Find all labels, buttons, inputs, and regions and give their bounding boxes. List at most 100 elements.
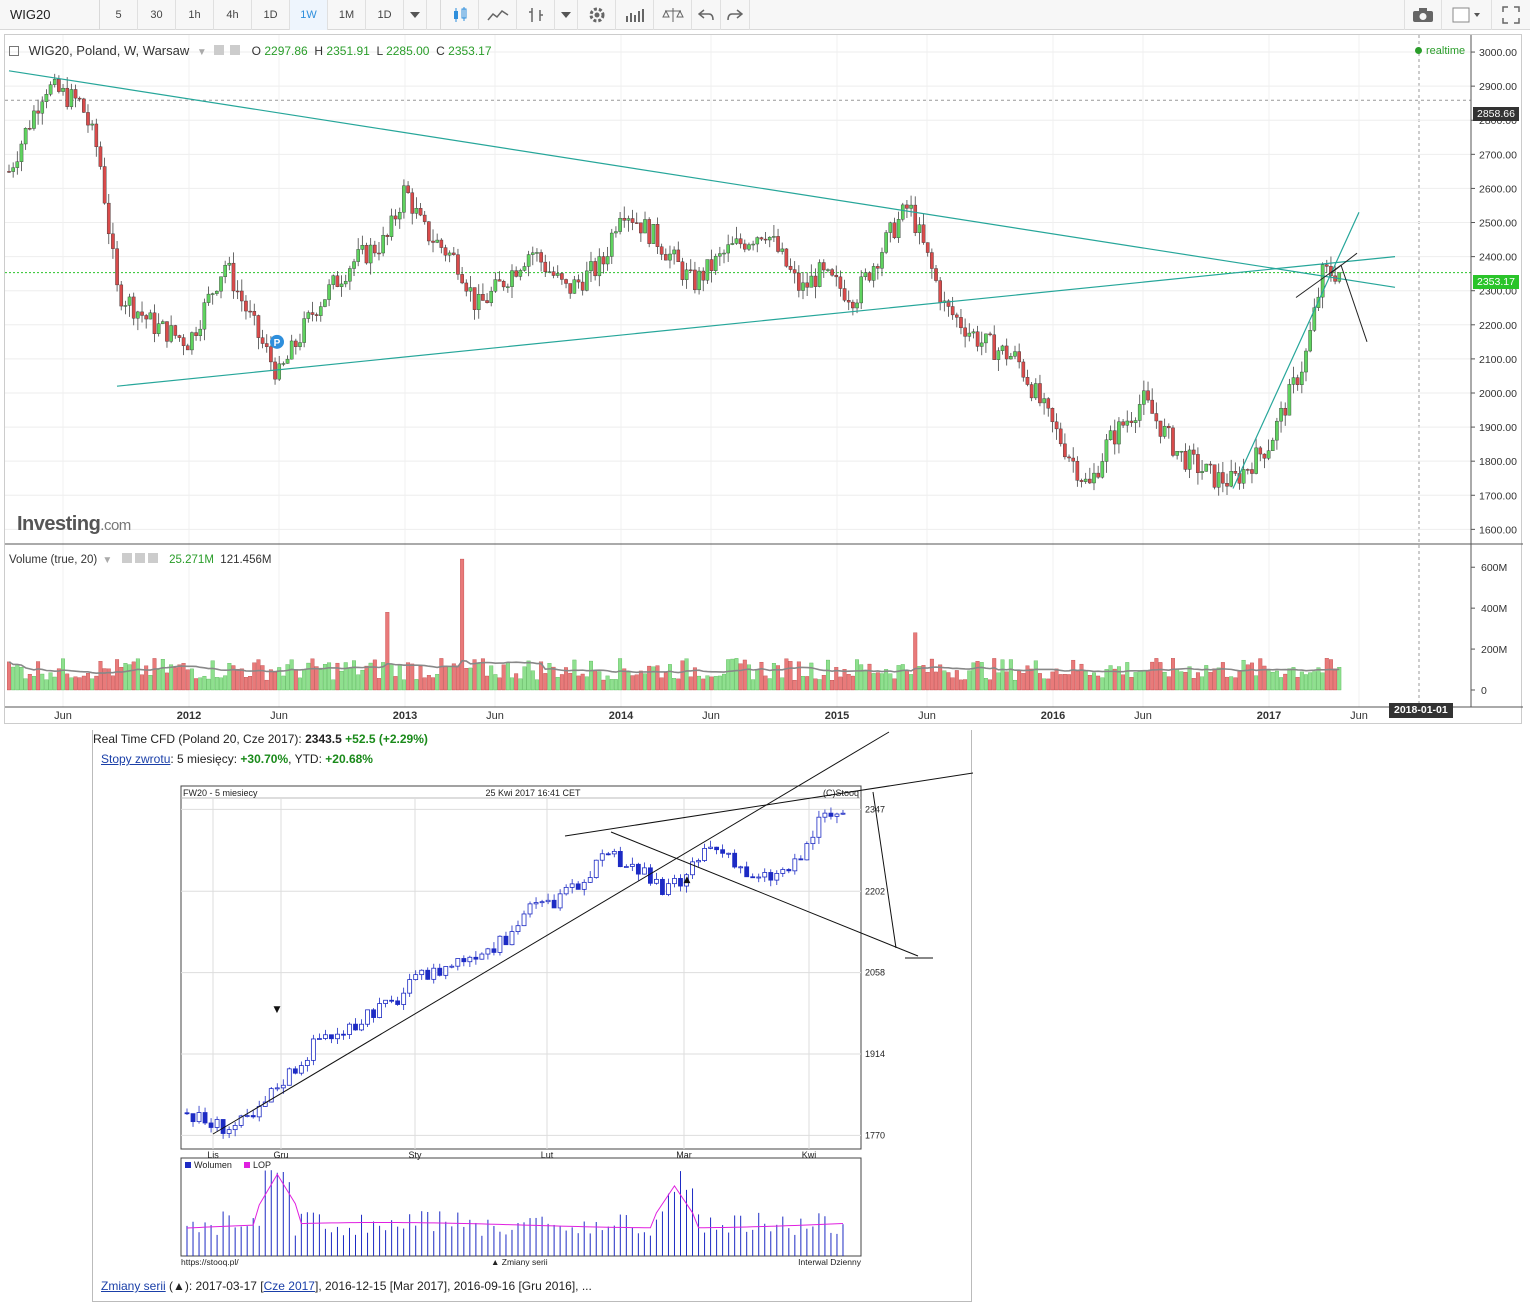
volume-bar xyxy=(846,674,851,691)
volume-bar xyxy=(235,668,240,691)
low-value: 2285.00 xyxy=(386,44,430,58)
candle-body xyxy=(156,323,161,334)
candle-body xyxy=(580,281,585,291)
candle-body xyxy=(988,333,992,336)
candle-body xyxy=(19,143,24,162)
volume-bar xyxy=(996,672,1001,691)
series-changes-link[interactable]: Zmiany serii xyxy=(101,1279,166,1293)
fullscreen-icon[interactable] xyxy=(1492,0,1530,30)
volume-bar xyxy=(431,677,435,691)
volume-bar xyxy=(165,672,169,691)
volume-bar xyxy=(1324,658,1329,691)
volume-bar xyxy=(530,670,535,691)
returns-link[interactable]: Stopy zwrotu xyxy=(101,752,171,766)
candle-body xyxy=(1212,464,1217,488)
interval-4h[interactable]: 4h xyxy=(214,0,252,30)
volume-bar xyxy=(647,665,652,691)
title-dropdown-icon[interactable]: ▼ xyxy=(196,47,207,58)
settings-icon[interactable] xyxy=(230,45,241,55)
volume-dropdown-icon[interactable]: ▼ xyxy=(102,555,113,566)
wig20-chart[interactable]: 3000.002900.002800.002700.002600.002500.… xyxy=(5,35,1523,725)
volume-bar xyxy=(979,662,984,691)
candle-body xyxy=(639,222,643,234)
interval-1h[interactable]: 1h xyxy=(176,0,214,30)
interval-1m[interactable]: 1M xyxy=(328,0,366,30)
collapse-icon[interactable] xyxy=(9,46,19,56)
candle-body xyxy=(327,284,331,300)
volume-bar xyxy=(439,658,444,691)
camera-icon[interactable] xyxy=(1404,0,1442,30)
candle-body xyxy=(269,346,273,363)
fw20-lop-line xyxy=(186,1173,844,1229)
interval-5[interactable]: 5 xyxy=(100,0,138,30)
volume-bar xyxy=(1216,667,1221,691)
volume-bar xyxy=(518,678,523,691)
volume-bar xyxy=(206,678,211,691)
candle-body xyxy=(111,233,115,249)
volume-settings-icon[interactable] xyxy=(134,553,145,563)
interval-dropdown-icon[interactable] xyxy=(404,0,427,30)
volume-bar xyxy=(15,664,20,691)
compare-icon[interactable] xyxy=(654,0,692,30)
fw20-candle xyxy=(557,893,563,909)
volume-visibility-icon[interactable] xyxy=(121,553,132,563)
indicators-icon[interactable] xyxy=(616,0,654,30)
volume-bar xyxy=(1100,677,1105,691)
fw20-candle xyxy=(708,846,713,849)
main-chart-frame: 3000.00 2900.00 2800.00 2700.00 2600.00 2500.… xyxy=(4,34,1523,725)
volume-bar xyxy=(1274,670,1279,691)
redo-icon[interactable] xyxy=(721,0,750,30)
volume-bar xyxy=(551,666,556,691)
volume-close-icon[interactable] xyxy=(147,553,158,563)
volume-bar xyxy=(1013,679,1017,691)
undo-icon[interactable] xyxy=(692,0,721,30)
candle-body xyxy=(69,89,74,107)
interval-1d-custom[interactable]: 1D xyxy=(366,0,404,30)
volume-bar xyxy=(510,677,514,691)
line-chart-icon[interactable] xyxy=(479,0,517,30)
volume-bar xyxy=(451,663,456,691)
candle-body xyxy=(381,235,385,254)
layout-icon[interactable] xyxy=(1442,0,1492,30)
fw20-candle xyxy=(732,852,738,868)
volume-bar xyxy=(1179,671,1184,691)
candle-body xyxy=(244,300,248,312)
interval-30[interactable]: 30 xyxy=(138,0,176,30)
fw20-candle xyxy=(702,848,707,861)
interval-1d[interactable]: 1D xyxy=(252,0,290,30)
candle-body xyxy=(1125,420,1130,426)
fw20-x-label: Sty xyxy=(408,1150,422,1160)
candle-body xyxy=(165,321,169,342)
volume-bar xyxy=(896,665,901,691)
candle-body xyxy=(560,273,564,280)
fw20-candle xyxy=(726,852,732,855)
candle-body xyxy=(289,340,294,360)
volume-bar xyxy=(838,676,843,691)
time-tick-label: 2014 xyxy=(609,710,634,722)
candle-body xyxy=(1254,447,1258,474)
interval-1w[interactable]: 1W xyxy=(290,0,328,30)
volume-bar xyxy=(834,667,839,691)
volume-bar xyxy=(634,674,639,691)
symbol-input[interactable]: WIG20 xyxy=(0,0,100,30)
bar-chart-icon[interactable] xyxy=(517,0,555,30)
visibility-icon[interactable] xyxy=(214,45,225,55)
candle-body xyxy=(1300,371,1304,385)
gear-icon[interactable] xyxy=(578,0,616,30)
fw20-candle xyxy=(762,872,768,878)
candles-icon[interactable] xyxy=(441,0,479,30)
fw20-candle xyxy=(635,863,641,875)
series-changes-link-2[interactable]: Cze 2017 xyxy=(263,1279,315,1293)
volume-bar xyxy=(406,662,411,691)
volume-bar xyxy=(389,663,394,691)
candle-body xyxy=(688,269,693,272)
candle-body xyxy=(992,334,997,360)
price-tick-label: 2400.00 xyxy=(1479,252,1517,264)
candle-body xyxy=(65,87,69,107)
candle-body xyxy=(921,224,926,243)
candle-body xyxy=(161,321,165,324)
volume-bar xyxy=(1037,673,1042,691)
fw20-candle xyxy=(244,1115,250,1117)
volume-bar xyxy=(298,677,302,691)
chart-type-dropdown-icon[interactable] xyxy=(555,0,578,30)
